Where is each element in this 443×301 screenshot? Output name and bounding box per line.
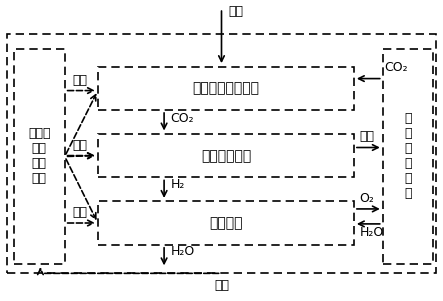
Text: 甲酸合成装置: 甲酸合成装置 [201,149,251,163]
Text: 电能: 电能 [73,74,88,87]
Text: 可再生
能源
发电
装置: 可再生 能源 发电 装置 [28,128,51,185]
Text: O₂: O₂ [359,192,374,205]
Text: H₂O: H₂O [171,246,195,259]
Bar [98,134,354,178]
Bar [8,34,435,273]
Text: H₂O: H₂O [359,226,384,239]
Text: 甲
酸
燃
料
电
池: 甲 酸 燃 料 电 池 [404,113,412,200]
Bar [14,49,65,264]
Text: H₂: H₂ [171,178,185,191]
Text: 甲酸: 甲酸 [359,130,374,143]
Bar [98,67,354,110]
Text: 电能: 电能 [214,279,229,293]
Text: 电能: 电能 [73,139,88,152]
Text: 空气: 空气 [228,5,243,18]
Text: CO₂: CO₂ [384,61,408,74]
Bar [383,49,433,264]
Text: CO₂: CO₂ [171,112,194,125]
Text: 二氧化碳捕集装置: 二氧化碳捕集装置 [192,81,260,95]
Text: 制氢装置: 制氢装置 [209,216,243,230]
Text: 电能: 电能 [73,206,88,219]
Bar [98,201,354,245]
